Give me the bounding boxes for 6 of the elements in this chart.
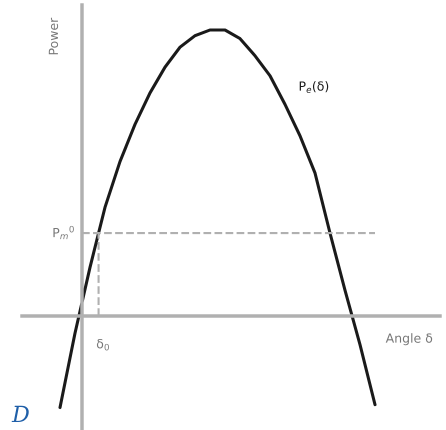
ref-line-label: P$_{m}$$^{0}$ [53, 226, 74, 240]
series-label: P$_{e}$(δ) [300, 81, 328, 93]
x-axis-title: Angle δ [386, 333, 432, 346]
y-axis-title: Power [48, 18, 58, 54]
text: D [12, 406, 29, 422]
annotation: δ$_{0}$ [96, 339, 109, 350]
